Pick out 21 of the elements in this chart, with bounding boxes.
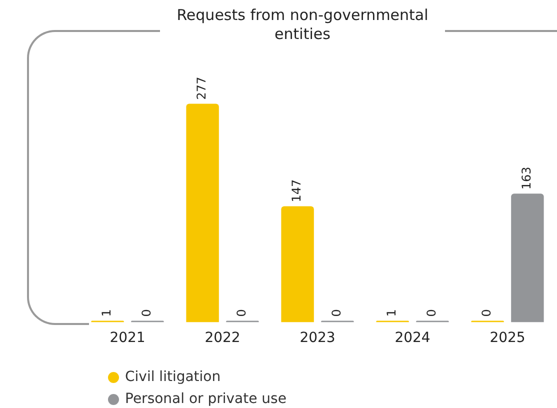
data-label: 163 xyxy=(520,166,534,190)
legend-label: Civil litigation xyxy=(125,369,221,385)
data-label: 1 xyxy=(100,309,114,317)
x-tick-label: 2025 xyxy=(490,330,526,346)
legend-label: Personal or private use xyxy=(125,391,286,407)
bar xyxy=(511,194,544,322)
data-label: 147 xyxy=(290,179,304,202)
data-label: 1 xyxy=(384,309,399,317)
x-tick-label: 2022 xyxy=(204,330,240,346)
bar xyxy=(186,104,219,322)
data-label: 0 xyxy=(234,309,249,317)
bar xyxy=(281,206,314,322)
data-label: 0 xyxy=(424,309,439,317)
x-tick-label: 2021 xyxy=(110,330,146,346)
chart-title: Requests from non-governmental entities xyxy=(160,6,445,44)
x-tick-label: 2024 xyxy=(394,330,430,346)
data-label: 0 xyxy=(140,309,154,317)
data-label: 0 xyxy=(480,309,494,317)
data-label: 0 xyxy=(330,309,344,317)
data-label: 277 xyxy=(194,76,209,100)
x-tick-label: 2023 xyxy=(300,330,336,346)
